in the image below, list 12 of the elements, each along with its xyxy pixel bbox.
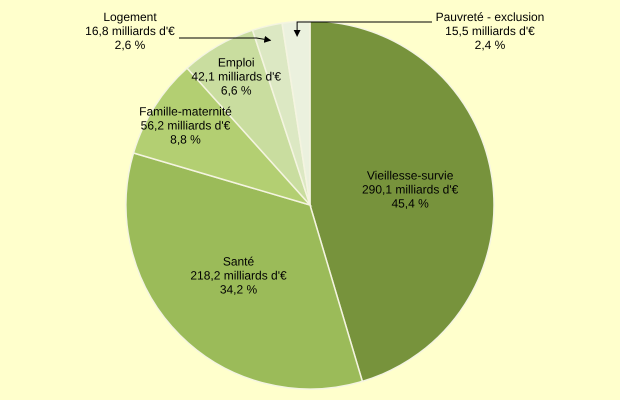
data-label: 56,2 milliards d'€ 8,8 % xyxy=(140,118,231,147)
data-label: 290,1 milliards d'€ 45,4 % xyxy=(362,182,459,211)
slice-label: Emploi xyxy=(218,56,255,70)
slice-label: Famille-maternité xyxy=(139,104,232,119)
data-label: 218,2 milliards d'€ 34,2 % xyxy=(190,268,288,297)
data-label: 42,1 milliards d'€ 6,6 % xyxy=(191,70,282,98)
slice-label: Pauvreté - exclusion xyxy=(436,10,544,24)
slice-label: Santé xyxy=(222,254,255,269)
data-label: 16,8 milliards d'€ 2,6 % xyxy=(85,24,176,52)
slice-label: Logement xyxy=(103,10,158,24)
slice-label: Vieillesse-survie xyxy=(366,168,454,183)
data-label: 15,5 milliards d'€ 2,4 % xyxy=(445,24,536,52)
